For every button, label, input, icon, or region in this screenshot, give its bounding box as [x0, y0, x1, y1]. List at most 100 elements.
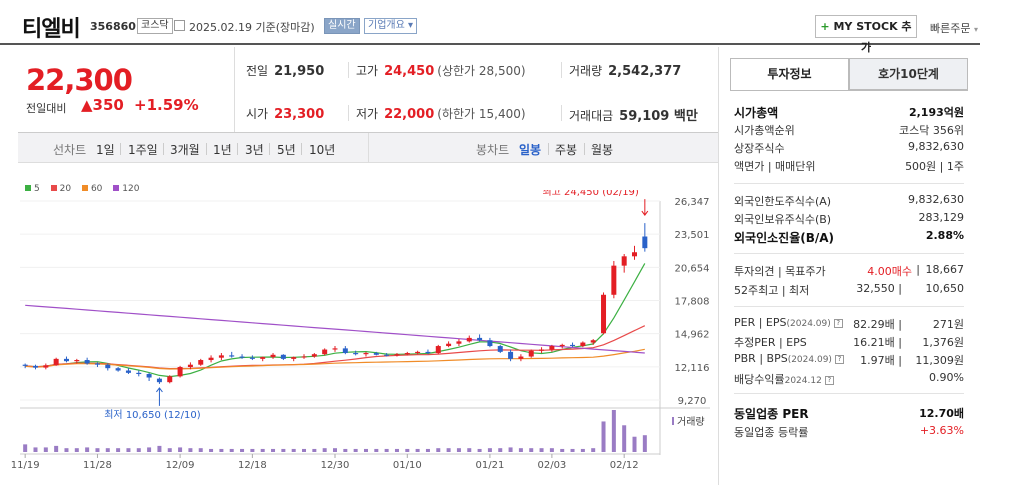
volume-bar — [291, 448, 296, 452]
info-row-sublabel: 2024.12 — [784, 376, 822, 386]
info-row-label: 동일업종 등락률 — [734, 426, 809, 439]
volume-bar — [43, 447, 48, 452]
info-row-value: 9,832,630 — [908, 140, 964, 153]
candle-body — [590, 340, 596, 343]
volume-bar — [219, 448, 224, 452]
volume-bar — [23, 444, 28, 452]
candle-body — [187, 364, 193, 368]
candle-body — [291, 357, 297, 359]
candle-body — [642, 236, 648, 249]
volume-label: 거래량 — [569, 64, 603, 78]
candle-body — [466, 337, 472, 342]
info-row: 시가총액순위 코스닥 356위 — [734, 122, 964, 139]
candle-body — [136, 372, 142, 375]
stock-header: 티엘비 356860 코스닥 2025.02.19 기준(장마감) 실시간 기업… — [0, 0, 980, 54]
volume-bar — [188, 448, 193, 452]
legend-swatch — [50, 185, 57, 191]
candle-body — [415, 351, 421, 354]
candle-weekly[interactable]: 주봉 — [555, 143, 578, 157]
volume-bar — [147, 447, 152, 452]
candle-body — [84, 360, 90, 364]
low-value: 22,000 — [384, 107, 435, 122]
divider — [18, 132, 718, 133]
help-icon[interactable]: ? — [824, 375, 834, 385]
price-change: ▲350 — [81, 96, 124, 114]
candle-body — [63, 358, 69, 362]
tab-investment-info[interactable]: 투자정보 — [730, 58, 849, 90]
info-row-value: 82.29배 | — [853, 318, 902, 331]
chevron-down-icon: ▾ — [408, 20, 414, 31]
candle-body — [105, 364, 111, 369]
info-row-label: PER | EPS(2024.09)? — [734, 316, 843, 329]
legend-swatch — [81, 185, 88, 191]
volume-bar — [549, 448, 554, 452]
help-icon[interactable]: ? — [833, 318, 843, 328]
info-row-value: 16.21배 | — [853, 336, 902, 349]
x-tick-label: 12/30 — [321, 460, 350, 471]
volume-bar — [312, 448, 317, 452]
info-row: 동일업종 등락률 +3.63% — [734, 424, 964, 441]
help-icon[interactable]: ? — [834, 354, 844, 364]
candle-body — [539, 349, 545, 351]
candle-body — [218, 355, 224, 358]
company-overview-dropdown[interactable]: 기업개요 ▾ — [364, 18, 418, 34]
candle-daily[interactable]: 일봉 — [519, 143, 542, 157]
candle-body — [580, 342, 586, 347]
candle-body — [353, 353, 359, 355]
volume-bar — [178, 447, 183, 452]
info-row: 동일업종 PER 12.70배 — [734, 405, 964, 422]
price-chart[interactable]: 26,347 23,501 20,654 17,808 14,962 12,116 9,27… — [0, 190, 718, 485]
x-tick-label: 01/10 — [393, 460, 422, 471]
volume-bar — [456, 448, 461, 452]
volume-bar — [85, 447, 90, 452]
candle-body — [146, 374, 152, 378]
volume-bar — [415, 448, 420, 452]
period-10y[interactable]: 10년 — [309, 143, 336, 157]
candle-body — [497, 346, 503, 352]
plus-icon: + — [820, 20, 830, 33]
info-row: 배당수익률2024.12? 0.90% — [734, 371, 964, 388]
volume-bar — [209, 448, 214, 452]
add-mystock-button[interactable]: + MY STOCK 추가 — [815, 15, 917, 54]
candle-body — [518, 356, 524, 359]
period-5y[interactable]: 5년 — [277, 143, 296, 157]
divider — [163, 143, 164, 155]
info-row-value: 10,650 — [925, 282, 965, 295]
divider — [368, 133, 369, 163]
candle-body — [239, 356, 245, 358]
period-3m[interactable]: 3개월 — [170, 143, 200, 157]
up-triangle-icon: ▲ — [81, 96, 93, 114]
quick-order-menu[interactable]: 빠른주문 ▾ — [930, 20, 978, 36]
divider — [734, 393, 964, 394]
candle-body — [632, 252, 638, 257]
period-3y[interactable]: 3년 — [245, 143, 264, 157]
info-row: 시가총액 2,193억원 — [734, 104, 964, 121]
price-stats: 전일 21,950 고가 24,450 (상한가 28,500) 거래량 2,542,3… — [235, 47, 718, 132]
price-summary: 22,300 전일대비 ▲350 +1.59% — [18, 47, 235, 132]
prev-close-label: 전일 — [246, 64, 269, 78]
info-tabs: 투자정보 호가10단계 — [730, 58, 968, 90]
candle-body — [43, 365, 49, 368]
x-tick-label: 01/21 — [476, 460, 505, 471]
volume-bar — [570, 448, 575, 452]
candle-monthly[interactable]: 월봉 — [591, 143, 614, 157]
volume-bar — [425, 448, 430, 452]
calendar-icon — [174, 20, 185, 31]
info-row-value: 코스닥 356위 — [899, 124, 964, 137]
chart-period-bar: 선차트 1일 1주일 3개월 1년 3년 5년 10년 봉차트 일봉 주봉 월봉 — [18, 133, 718, 163]
live-button[interactable]: 실시간 — [324, 18, 360, 34]
candle-body — [280, 354, 286, 359]
divider — [348, 105, 349, 121]
legend-swatch — [113, 185, 120, 191]
period-1d[interactable]: 1일 — [96, 143, 115, 157]
info-row-value: 0.90% — [929, 371, 964, 384]
volume-bar — [33, 447, 38, 452]
info-row-label: 외국인소진율(B/A) — [734, 231, 835, 245]
info-row: 상장주식수 9,832,630 — [734, 140, 964, 157]
period-1y[interactable]: 1년 — [213, 143, 232, 157]
ma-legend-item: 120 — [113, 184, 139, 194]
period-1w[interactable]: 1주일 — [128, 143, 158, 157]
tab-order-book[interactable]: 호가10단계 — [849, 58, 968, 90]
lower-limit: (하한가 15,400) — [437, 107, 526, 121]
divider — [301, 143, 302, 155]
